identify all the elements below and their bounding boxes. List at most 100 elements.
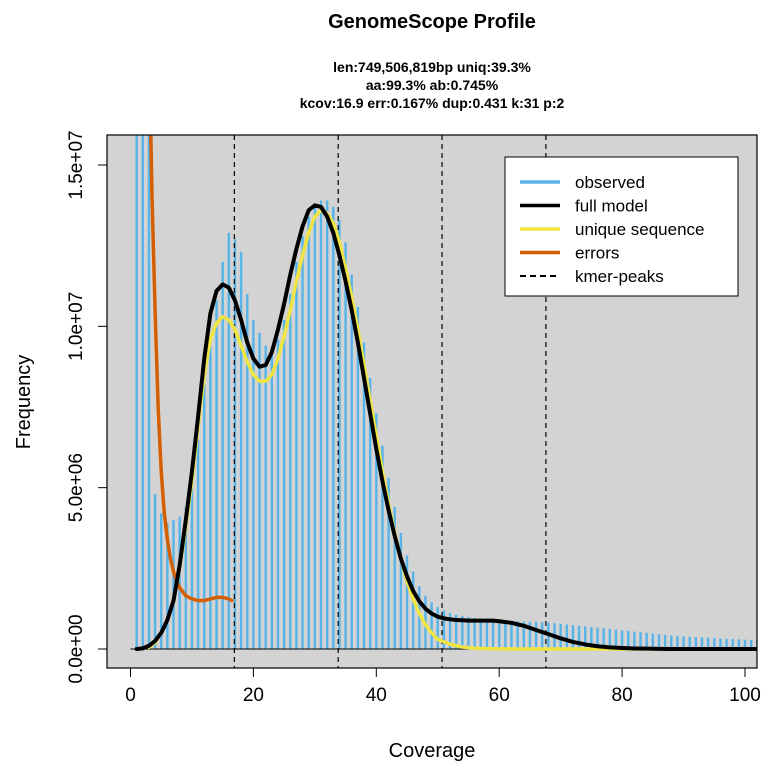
observed-bar <box>473 618 476 649</box>
observed-bar <box>411 571 415 649</box>
observed-bar <box>541 622 544 649</box>
subtitle-line-3: kcov:16.9 err:0.167% dup:0.431 k:31 p:2 <box>300 95 565 111</box>
observed-bar <box>264 345 267 649</box>
legend-label: full model <box>575 197 648 216</box>
observed-bar <box>461 616 464 649</box>
observed-bar <box>584 626 587 649</box>
observed-bar <box>172 519 175 649</box>
observed-bar <box>135 135 138 650</box>
legend-box <box>504 156 739 297</box>
observed-bar <box>325 200 329 650</box>
legend: observed full model unique sequence errors k… <box>504 156 739 297</box>
observed-bar <box>577 625 581 649</box>
observed-bar <box>713 638 716 649</box>
observed-bar <box>166 523 169 649</box>
observed-bar <box>645 632 648 649</box>
observed-bar <box>510 620 513 649</box>
x-tick-label: 100 <box>729 685 761 706</box>
observed-bar <box>215 300 218 649</box>
observed-bar <box>295 261 298 649</box>
observed-bar <box>368 377 372 649</box>
observed-bar <box>178 516 181 649</box>
observed-bar <box>258 332 261 649</box>
observed-bar <box>743 639 747 649</box>
x-tick-label: 20 <box>243 685 264 706</box>
observed-bar <box>737 639 741 649</box>
observed-bar <box>362 342 366 649</box>
observed-bar <box>338 219 341 649</box>
observed-bar <box>454 614 458 649</box>
observed-bar <box>731 639 734 649</box>
observed-bar <box>405 555 409 649</box>
observed-bar <box>516 621 519 649</box>
observed-bar <box>276 339 280 649</box>
chart-title: GenomeScope Profile <box>328 11 536 33</box>
observed-bar <box>676 636 679 649</box>
observed-bar <box>190 481 194 649</box>
observed-bar <box>467 617 470 649</box>
observed-bar <box>504 620 507 649</box>
observed-bar <box>620 630 624 649</box>
model-lines <box>134 135 757 651</box>
x-axis-label: Coverage <box>389 740 476 762</box>
y-axis-label: Frequency <box>13 355 35 450</box>
observed-bar <box>719 638 722 649</box>
observed-bar <box>270 348 274 649</box>
observed-bar <box>590 627 593 649</box>
observed-bar <box>430 602 433 649</box>
observed-bar <box>534 621 538 649</box>
y-axis: 0.0e+00 5.0e+06 1.0e+07 1.5e+07 <box>66 130 108 684</box>
observed-bar <box>418 586 421 649</box>
observed-bar <box>252 319 255 649</box>
observed-bar <box>657 634 661 649</box>
observed-bar <box>614 629 618 649</box>
observed-bar <box>694 637 698 649</box>
observed-bar <box>381 445 384 649</box>
observed-bar <box>301 235 304 650</box>
x-tick-label: 60 <box>489 685 510 706</box>
kmer-peak-lines <box>233 135 547 668</box>
observed-bar <box>596 627 599 649</box>
observed-bar <box>184 507 188 649</box>
observed-bar <box>688 636 691 649</box>
observed-bar <box>203 384 206 649</box>
observed-bar <box>307 216 310 649</box>
observed-bar <box>448 612 452 649</box>
observed-bar <box>141 135 144 650</box>
observed-bar <box>706 637 710 649</box>
observed-bar <box>491 619 495 649</box>
observed-bar <box>602 628 605 649</box>
observed-bar <box>639 632 642 649</box>
observed-bar <box>344 242 347 649</box>
observed-bar <box>670 635 673 649</box>
observed-bar <box>313 206 317 649</box>
observed-bar <box>350 274 353 649</box>
observed-bar <box>627 630 630 649</box>
observed-bar <box>436 607 439 649</box>
y-tick-label: 5.0e+06 <box>66 453 87 522</box>
observed-bar <box>663 634 667 649</box>
y-tick-label: 1.0e+07 <box>66 292 87 361</box>
observed-bar <box>289 294 292 649</box>
observed-bar <box>233 239 237 649</box>
observed-bar <box>399 532 403 649</box>
observed-bar <box>565 624 568 649</box>
observed-bar <box>332 206 335 649</box>
observed-bar <box>356 306 360 649</box>
y-tick-label: 1.5e+07 <box>66 130 87 199</box>
observed-bar <box>498 620 501 649</box>
observed-bar <box>393 507 396 649</box>
x-tick-label: 40 <box>366 685 387 706</box>
x-tick-label: 0 <box>125 685 136 706</box>
observed-bar <box>196 439 200 649</box>
observed-bar <box>700 637 704 649</box>
subtitle-line-1: len:749,506,819bp uniq:39.3% <box>333 59 531 75</box>
observed-bar <box>485 619 489 649</box>
observed-bar <box>749 639 753 649</box>
observed-bar <box>282 319 286 649</box>
legend-label: observed <box>575 173 645 192</box>
subtitle-line-2: aa:99.3% ab:0.745% <box>366 77 499 93</box>
observed-bar <box>153 494 157 649</box>
